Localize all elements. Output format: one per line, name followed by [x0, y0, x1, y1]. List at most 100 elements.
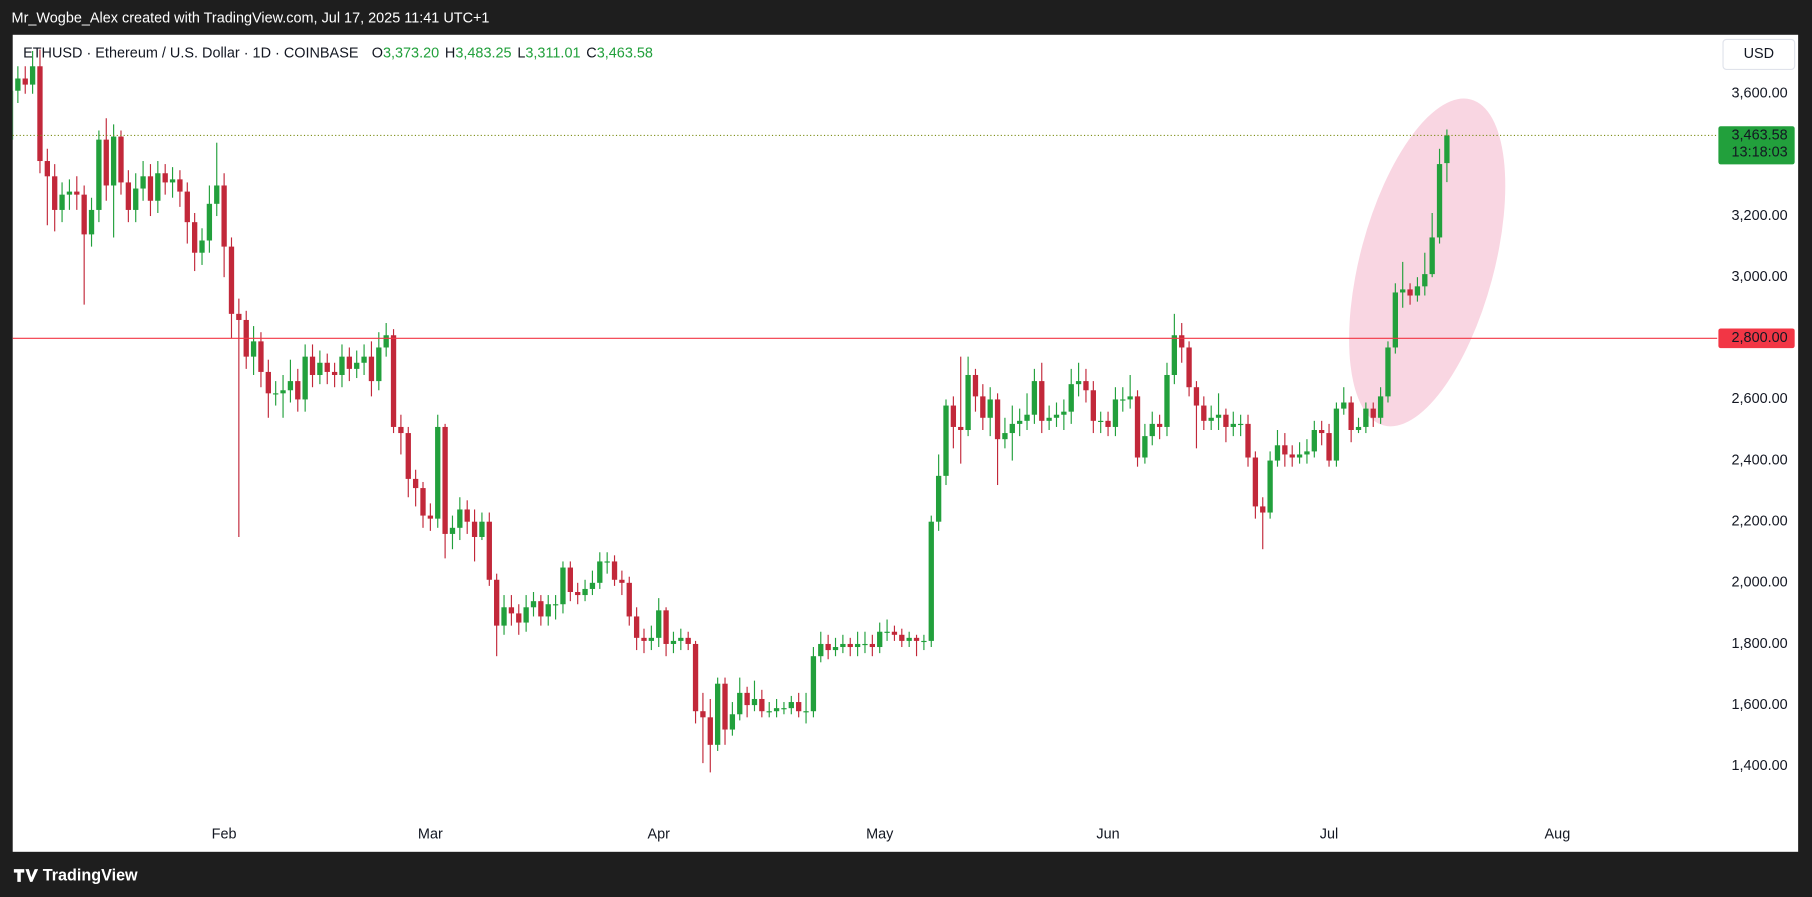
x-tick-label: Feb — [212, 826, 237, 842]
candle-body — [1304, 451, 1310, 455]
attribution: Mr_Wogbe_Alex created with TradingView.c… — [12, 10, 490, 26]
candle-body — [884, 631, 890, 633]
candle-body — [891, 631, 898, 635]
candle-body — [773, 708, 780, 712]
candle-body — [1422, 274, 1428, 287]
candle-body — [442, 426, 448, 534]
candle-body — [22, 78, 28, 85]
candle-body — [825, 643, 831, 651]
candle-body — [707, 717, 713, 745]
candle-body — [1385, 347, 1391, 397]
candle-body — [818, 643, 824, 657]
candle-body — [633, 616, 640, 638]
candle-body — [722, 683, 728, 730]
y-tick-label: 1,800.00 — [1732, 636, 1788, 652]
candle-body — [552, 604, 559, 606]
candle-body — [766, 711, 772, 713]
y-tick-label: 3,000.00 — [1732, 269, 1788, 285]
currency-label[interactable]: USD — [1744, 46, 1774, 62]
candle-body — [656, 610, 662, 638]
candle-body — [66, 191, 73, 195]
candle-body — [1149, 423, 1155, 437]
ohlc-key: O — [372, 45, 383, 61]
candle-body — [913, 637, 920, 641]
candle-body — [1083, 381, 1089, 391]
candle-body — [921, 640, 927, 643]
candle-body — [854, 643, 861, 648]
currency-button[interactable] — [1722, 38, 1796, 71]
candle-body — [383, 335, 389, 348]
level-label: 2,800.00 — [1732, 330, 1788, 346]
candle-body — [199, 240, 205, 253]
candle-body — [15, 78, 21, 91]
candle-body — [1164, 374, 1170, 427]
level-tag — [1718, 328, 1795, 349]
candle-body — [1444, 135, 1450, 164]
candle-body — [110, 136, 117, 186]
ohlc-value: 3,311.01 — [525, 45, 580, 61]
candle-body — [1009, 423, 1015, 434]
ohlc-value: 3,463.58 — [597, 45, 653, 61]
candle-body — [206, 203, 213, 241]
candle-body — [1075, 381, 1082, 385]
candle-body — [869, 643, 875, 648]
candle-body — [1407, 289, 1413, 296]
candle-body — [935, 475, 942, 522]
candle-body — [832, 647, 839, 651]
candle-body — [228, 246, 235, 314]
candle-body — [530, 601, 537, 608]
candle-body — [501, 607, 507, 626]
last-price-label: 3,463.58 — [1732, 127, 1788, 143]
candle-body — [641, 637, 647, 641]
candle-body — [1068, 384, 1074, 412]
candle-body — [405, 433, 411, 479]
candle-body — [1039, 381, 1045, 421]
candle-body — [729, 714, 736, 730]
y-tick-label: 3,200.00 — [1732, 208, 1788, 224]
candle-body — [1296, 454, 1303, 458]
y-tick-label: 1,600.00 — [1732, 697, 1788, 713]
candle-body — [147, 176, 154, 201]
candle-body — [1201, 405, 1207, 421]
candle-body — [626, 582, 632, 617]
candle-body — [965, 374, 971, 431]
candle-body — [162, 173, 168, 183]
candle-body — [928, 521, 934, 641]
candle-body — [744, 692, 750, 706]
candle-body — [810, 656, 817, 712]
ohlc-key: H — [445, 45, 455, 61]
candle-body — [582, 588, 588, 596]
candle-body — [597, 561, 603, 583]
ohlc-key: C — [586, 45, 596, 61]
candle-body — [1142, 436, 1148, 458]
candle-body — [37, 66, 43, 162]
candle-body — [1326, 433, 1332, 461]
candle-body — [862, 643, 868, 646]
candle-body — [390, 335, 397, 427]
candle-body — [560, 567, 566, 605]
candle-body — [258, 341, 264, 372]
candle-body — [1274, 445, 1281, 461]
candle-body — [1105, 420, 1111, 427]
candle-body — [169, 179, 176, 183]
candle-body — [987, 399, 993, 418]
footer-logo — [13, 869, 39, 882]
candle-body — [1053, 414, 1060, 418]
candle-body — [663, 610, 669, 644]
x-tick-label: Jul — [1320, 826, 1338, 842]
candle-body — [118, 136, 124, 183]
candle-body — [1363, 408, 1369, 427]
candle-body — [317, 362, 323, 375]
candle-body — [589, 582, 596, 589]
candle-body — [1377, 396, 1384, 418]
candle-body — [1436, 164, 1443, 238]
y-tick-label: 1,400.00 — [1732, 758, 1788, 774]
candle-body — [700, 711, 706, 718]
candle-body — [523, 607, 529, 623]
candle-body — [899, 634, 905, 641]
candle-body — [1370, 408, 1376, 418]
candle-body — [103, 139, 109, 186]
candle-body — [368, 356, 375, 382]
